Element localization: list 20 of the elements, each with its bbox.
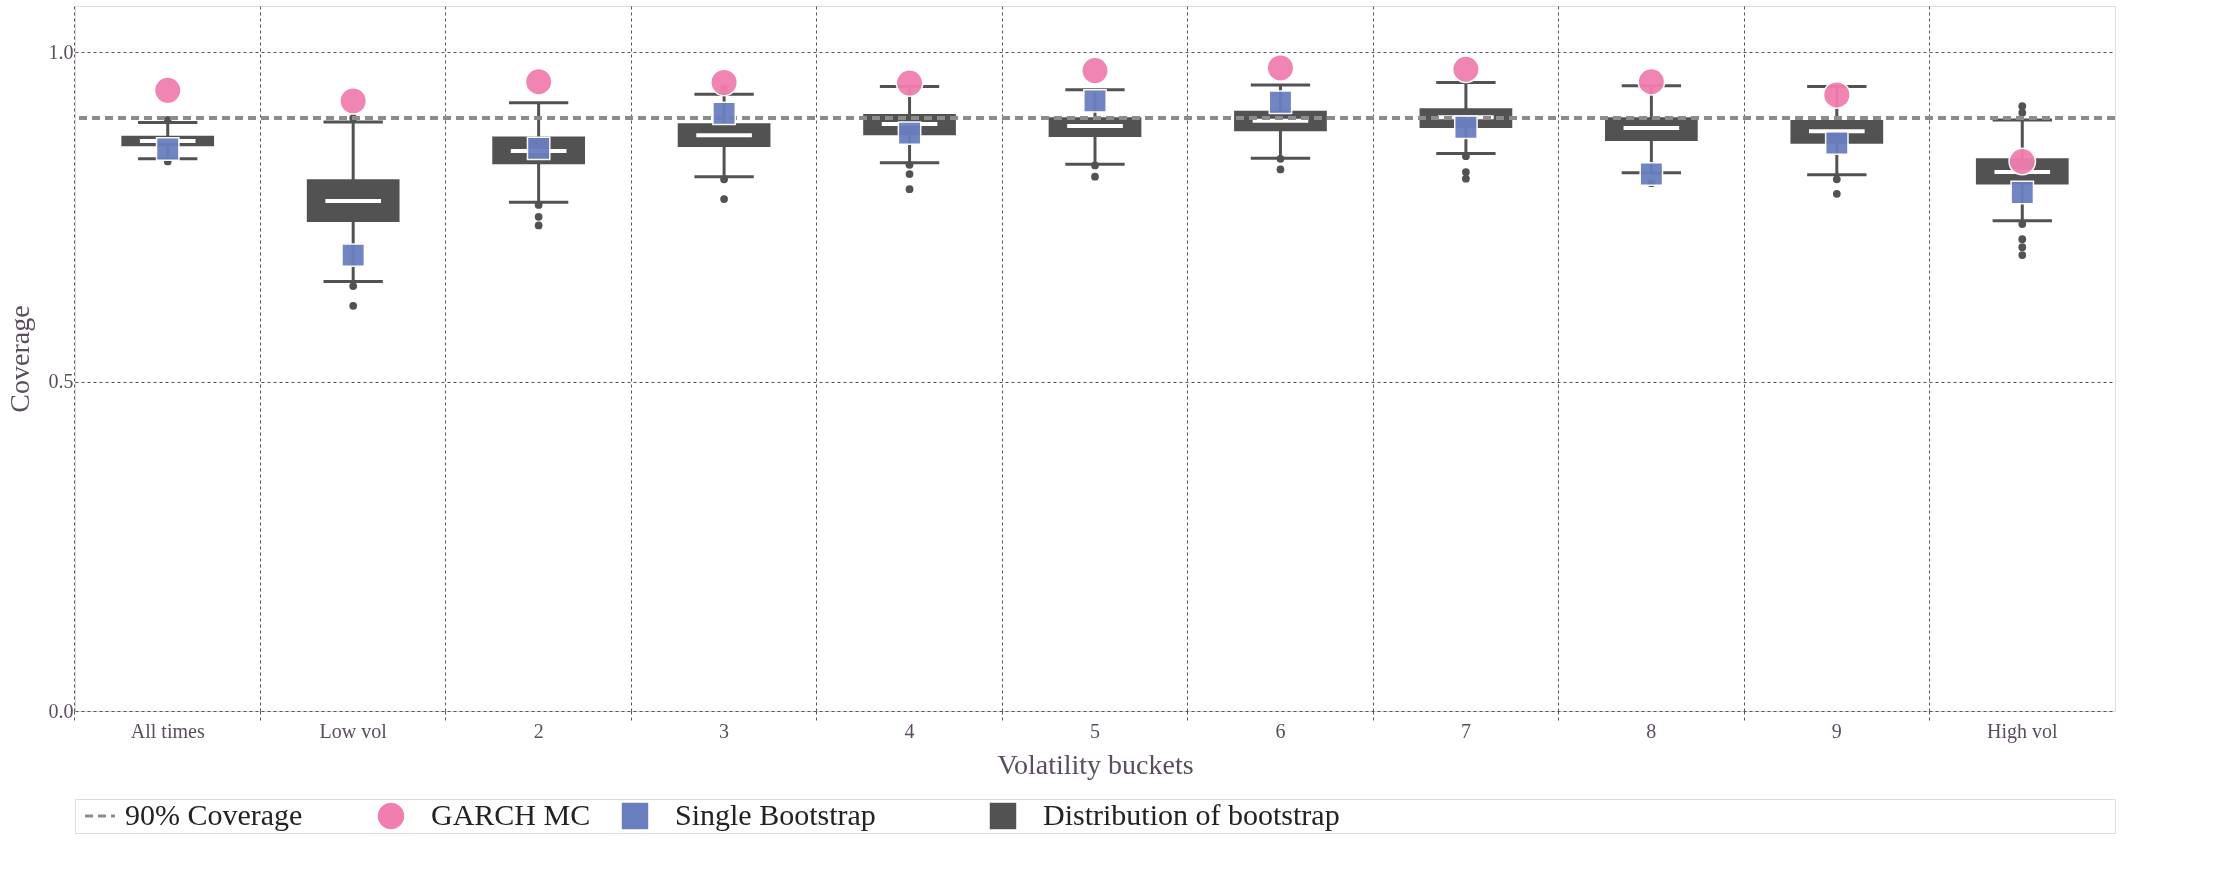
legend-label: Distribution of bootstrap xyxy=(1043,798,1340,831)
x-tick-label: Low vol xyxy=(319,719,388,742)
x-tick-label: 5 xyxy=(1090,719,1100,742)
legend-label: Single Bootstrap xyxy=(675,798,876,831)
legend-label: GARCH MC xyxy=(431,798,591,831)
x-tick-label: 6 xyxy=(1275,719,1286,742)
legend-label: 90% Coverage xyxy=(125,798,303,831)
x-tick-label: 7 xyxy=(1460,719,1471,742)
y-tick-label: 1.0 xyxy=(48,40,74,63)
x-axis-title: Volatility buckets xyxy=(997,748,1194,780)
x-tick-label: 8 xyxy=(1646,719,1657,742)
x-tick-label: 2 xyxy=(533,719,544,742)
y-axis-title: Coverage xyxy=(3,305,35,413)
x-tick-label: 4 xyxy=(904,719,915,742)
x-tick-label: 3 xyxy=(719,719,730,742)
y-tick-label: 0.5 xyxy=(48,370,74,393)
x-tick-label: 9 xyxy=(1831,719,1842,742)
y-tick-label: 0.0 xyxy=(48,699,74,722)
x-tick-label: All times xyxy=(130,719,205,742)
x-tick-label: High vol xyxy=(1986,719,2058,743)
